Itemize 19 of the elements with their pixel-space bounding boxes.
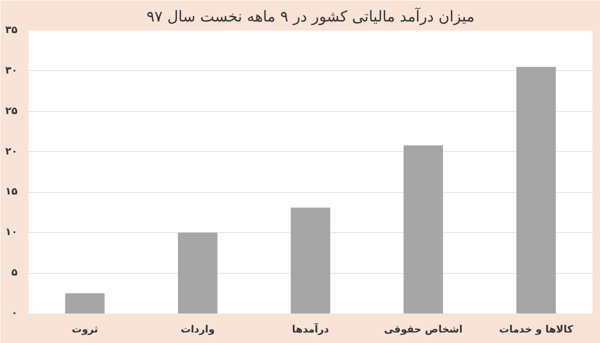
y-tick-label: ۰ [11,308,18,319]
y-tick-label: ۳۵ [5,25,18,36]
bar [65,293,105,314]
x-tick-label: درآمدها [292,322,329,336]
x-tick-label: اشخاص حقوقی [384,324,463,336]
bar [178,232,218,314]
y-tick-label: ۲۵ [5,106,18,117]
y-tick-label: ۳۰ [5,65,18,76]
chart-title: میزان درآمد مالیاتی کشور در ۹ ماهه نخست سال ۹۷ [146,6,475,26]
x-tick-label: ثروت [72,324,98,336]
y-tick-label: ۱۰ [5,227,18,238]
bar [404,145,444,314]
y-tick-label: ۱۵ [5,186,18,198]
x-tick-label: واردات [180,324,215,336]
y-tick-label: ۲۰ [5,146,18,158]
bar [290,208,330,314]
y-tick-label: ۵ [11,268,18,279]
x-tick-label: کالاها و خدمات [499,324,574,336]
bar [516,66,556,314]
